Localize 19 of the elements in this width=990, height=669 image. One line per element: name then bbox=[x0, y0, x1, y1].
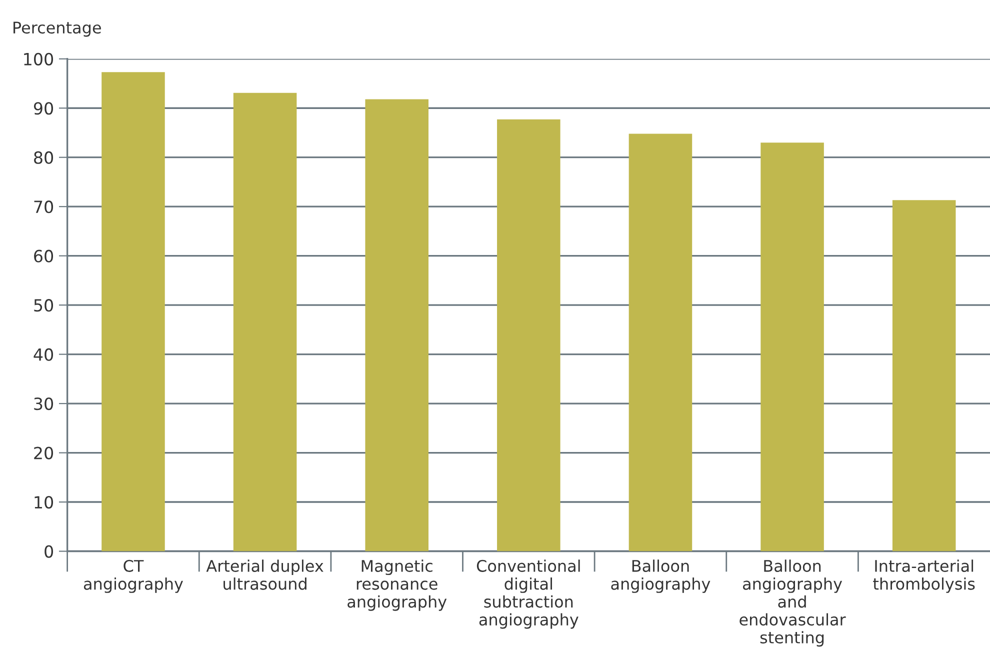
x-tick-label: CT angiography bbox=[84, 560, 183, 593]
y-tick-label: 80 bbox=[34, 151, 54, 164]
x-tick-label: Intra-arterial thrombolysis bbox=[873, 560, 975, 593]
y-tick-label: 10 bbox=[34, 496, 54, 509]
y-tick-label: 20 bbox=[34, 446, 54, 460]
y-tick-label: 90 bbox=[34, 102, 54, 115]
x-tick-label: Magnetic resonance angiography bbox=[348, 560, 447, 611]
x-tick-label: Balloon angiography bbox=[611, 560, 710, 593]
y-tick-label: 100 bbox=[24, 52, 54, 66]
y-tick-label: 50 bbox=[34, 299, 54, 312]
y-tick-label: 60 bbox=[34, 250, 54, 262]
x-tick-label: Balloon angiography and endovascular stenting bbox=[740, 560, 846, 647]
x-tick-label: Arterial duplex ultrasound bbox=[206, 560, 324, 590]
y-tick-label: 30 bbox=[34, 398, 54, 410]
y-tick-label: 40 bbox=[34, 348, 54, 361]
y-tick-label: 0 bbox=[44, 545, 54, 558]
x-tick-label: Conventional digital subtraction angiography bbox=[476, 560, 580, 629]
y-tick-label: 70 bbox=[34, 200, 54, 214]
y-axis-title: Percentage bbox=[14, 22, 101, 37]
